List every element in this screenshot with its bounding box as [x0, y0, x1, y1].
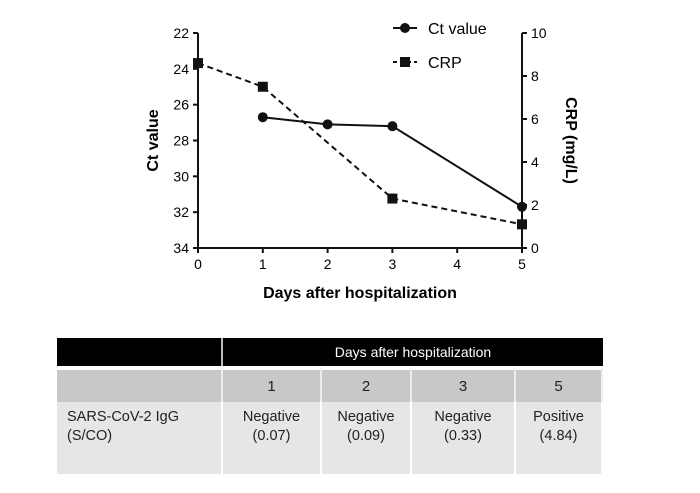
igg-table: Days after hospitalization 1 2 3 5 SARS-… [57, 338, 603, 474]
y2-axis-label: CRP (mg/L) [562, 97, 579, 184]
y2-tick-label: 2 [531, 197, 539, 213]
y-tick-label: 30 [173, 168, 189, 184]
row-label: SARS-CoV-2 IgG (S/CO) [57, 402, 223, 474]
day-cell: 2 [322, 366, 412, 402]
x-tick-label: 5 [518, 256, 526, 272]
y2-tick-label: 8 [531, 68, 539, 84]
day-cell: 3 [412, 366, 516, 402]
y-tick-label: 24 [173, 61, 189, 77]
result-cell: Negative (0.07) [223, 402, 322, 474]
ct-point [517, 201, 527, 212]
result-cell: Positive (4.84) [516, 402, 603, 474]
ct-point [387, 121, 398, 132]
day-cell: 5 [516, 366, 603, 402]
x-tick-label: 2 [324, 256, 332, 272]
x-tick-label: 3 [389, 256, 397, 272]
y-tick-label: 22 [173, 25, 189, 41]
row-label-line: SARS-CoV-2 IgG [67, 409, 180, 425]
series-line-ct [262, 116, 523, 208]
crp-point [257, 81, 268, 92]
y-tick-label: 26 [173, 97, 189, 113]
legend-marker [400, 57, 410, 67]
x-tick-label: 1 [259, 256, 267, 272]
y-tick-label: 34 [173, 240, 189, 256]
crp-point [193, 58, 203, 69]
y2-tick-label: 0 [531, 240, 539, 256]
row-label-line: (S/CO) [67, 428, 113, 444]
legend-label: CRP [428, 55, 462, 72]
ct-point [257, 112, 268, 123]
legend-marker [400, 23, 410, 33]
crp-point [517, 219, 527, 230]
x-axis-label: Days after hospitalization [263, 285, 457, 302]
y-tick-label: 32 [173, 204, 189, 220]
result-cell: Negative (0.33) [412, 402, 516, 474]
legend-label: Ct value [428, 21, 487, 38]
table-corner [57, 338, 223, 366]
result-cell: Negative (0.09) [322, 402, 412, 474]
series-line-crp [197, 62, 523, 226]
x-tick-label: 4 [453, 256, 461, 272]
y2-tick-label: 6 [531, 111, 539, 127]
ct-point [322, 119, 333, 130]
crp-point [387, 193, 398, 204]
y2-tick-label: 10 [531, 25, 547, 41]
table-header: Days after hospitalization [223, 338, 603, 366]
y-axis-label: Ct value [145, 109, 162, 171]
day-cell: 1 [223, 366, 322, 402]
days-corner [57, 366, 223, 402]
y-tick-label: 28 [173, 133, 189, 149]
x-tick-label: 0 [194, 256, 202, 272]
y2-tick-label: 4 [531, 154, 539, 170]
